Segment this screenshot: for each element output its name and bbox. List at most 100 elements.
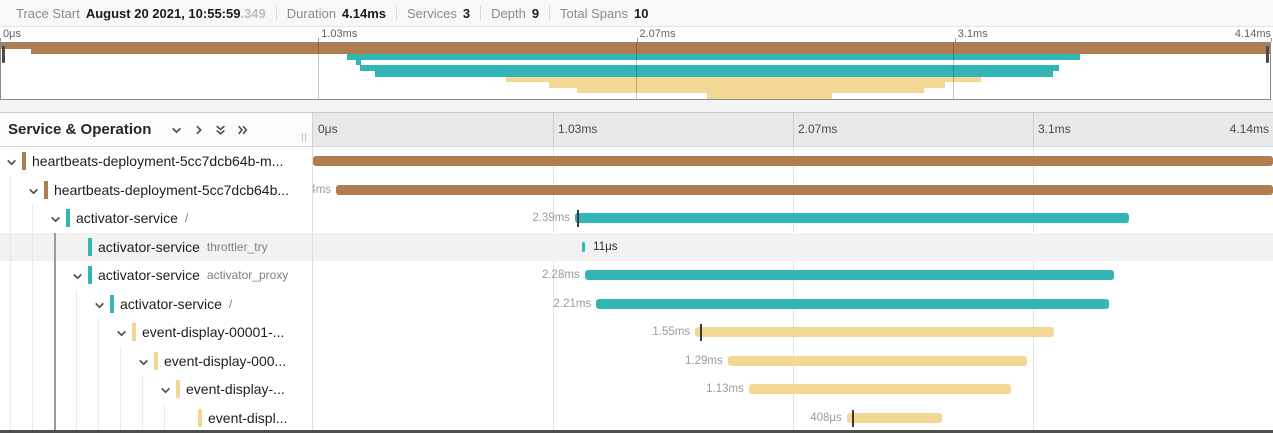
minimap-span xyxy=(360,65,1060,71)
span-name-cell[interactable]: activator-service / xyxy=(0,289,313,318)
span-name-cell[interactable]: activator-service throttler_try xyxy=(0,232,313,261)
span-bar[interactable] xyxy=(846,412,942,423)
expand-all-icon[interactable] xyxy=(231,119,253,141)
span-log-marker[interactable] xyxy=(699,324,702,341)
expand-one-icon[interactable] xyxy=(187,119,209,141)
row-chevron-down-icon[interactable] xyxy=(27,184,39,196)
minimap-right-scrub-handle[interactable] xyxy=(1266,46,1269,63)
span-bar[interactable] xyxy=(727,355,1028,366)
service-name[interactable]: activator-service xyxy=(98,238,200,255)
tree-guideline xyxy=(32,318,33,347)
row-chevron-down-icon[interactable] xyxy=(5,155,17,167)
span-row[interactable]: activator-service activator_proxy 2.28ms xyxy=(0,261,1273,290)
span-bar[interactable] xyxy=(584,270,1114,280)
timeline-header-gridline xyxy=(793,113,794,146)
summary-value: 3 xyxy=(462,5,471,21)
span-graph-cell[interactable]: 1.13ms xyxy=(313,375,1273,404)
service-name[interactable]: activator-service xyxy=(120,295,222,312)
timeline-ruler: 0μs 1.03ms 2.07ms 3.1ms 4.14ms xyxy=(313,113,1273,146)
service-name[interactable]: event-displ... xyxy=(208,409,288,426)
span-name-cell[interactable]: event-display-... xyxy=(0,375,313,404)
ruler-tick-mark xyxy=(954,38,956,42)
span-row[interactable]: activator-service / 2.21ms xyxy=(0,289,1273,319)
span-graph-cell[interactable]: 4ms xyxy=(313,176,1273,205)
summary-separator xyxy=(396,6,398,20)
summary-label: Trace Start xyxy=(16,5,80,21)
minimap-left-scrub-handle[interactable] xyxy=(2,46,5,63)
span-bar[interactable] xyxy=(575,213,1129,223)
span-graph-cell[interactable]: 2.39ms xyxy=(313,204,1273,233)
span-bar[interactable] xyxy=(313,156,1273,166)
span-log-marker[interactable] xyxy=(577,210,580,227)
span-graph-cell[interactable]: 408μs xyxy=(313,404,1273,433)
span-graph-cell[interactable]: 1.55ms xyxy=(313,318,1273,347)
span-duration-label: 4ms xyxy=(313,183,332,196)
minimap-span xyxy=(347,54,1080,60)
timeline-tick-label: 0μs xyxy=(318,122,338,136)
tree-guideline xyxy=(164,403,165,432)
span-name-cell[interactable]: event-display-00001-... xyxy=(0,318,313,347)
trace-minimap[interactable] xyxy=(0,42,1271,100)
row-chevron-down-icon[interactable] xyxy=(71,269,83,281)
span-name-cell[interactable]: event-display-000... xyxy=(0,346,313,375)
operation-name: throttler_try xyxy=(206,239,268,254)
row-chevron-down-icon[interactable] xyxy=(137,355,149,367)
span-row[interactable]: event-display-00001-... 1.55ms xyxy=(0,318,1273,347)
collapse-all-icon[interactable] xyxy=(209,119,231,141)
row-chevron-down-icon[interactable] xyxy=(115,326,127,338)
span-row[interactable]: heartbeats-deployment-5cc7dcb64b-m... xyxy=(0,147,1273,176)
span-name-cell[interactable]: activator-service / xyxy=(0,204,313,233)
span-name-cell[interactable]: event-displ... xyxy=(0,403,313,432)
service-color-indicator xyxy=(22,152,26,170)
summary-item-trace-start: Trace Start August 20 2021, 10:55:59.349 xyxy=(6,6,276,21)
span-name-cell[interactable]: heartbeats-deployment-5cc7dcb64b-m... xyxy=(0,147,313,176)
service-operation-title: Service & Operation xyxy=(8,121,152,138)
service-name[interactable]: event-display-00001-... xyxy=(142,324,285,341)
span-row[interactable]: activator-service / 2.39ms xyxy=(0,204,1273,233)
column-resizer-grip[interactable] xyxy=(302,133,306,142)
tree-guideline xyxy=(76,403,77,432)
tree-guideline xyxy=(32,375,33,404)
span-bar[interactable] xyxy=(695,327,1055,337)
span-bar[interactable] xyxy=(581,241,586,252)
tree-guideline xyxy=(76,318,77,347)
row-chevron-down-icon[interactable] xyxy=(93,298,105,310)
span-duration-label: 1.29ms xyxy=(685,354,723,367)
span-graph-cell[interactable] xyxy=(313,147,1273,176)
row-chevron-down-icon[interactable] xyxy=(49,212,61,224)
span-row[interactable]: event-displ... 408μs xyxy=(0,403,1273,433)
span-graph-cell[interactable]: 2.21ms xyxy=(313,290,1273,319)
span-graph-cell[interactable]: 2.28ms xyxy=(313,261,1273,290)
service-name[interactable]: event-display-000... xyxy=(164,352,287,369)
span-row[interactable]: activator-service throttler_try 11μs xyxy=(0,232,1273,262)
span-log-marker[interactable] xyxy=(851,409,854,427)
service-name[interactable]: activator-service xyxy=(98,267,200,284)
span-graph-cell[interactable]: 1.29ms xyxy=(313,347,1273,376)
service-name[interactable]: heartbeats-deployment-5cc7dcb64b... xyxy=(54,181,290,198)
service-name[interactable]: event-display-... xyxy=(186,381,285,398)
tree-guideline xyxy=(76,375,77,404)
span-row[interactable]: event-display-000... 1.29ms xyxy=(0,346,1273,376)
ruler-tick-label: 2.07ms xyxy=(639,28,676,40)
ruler-tick-label: 1.03ms xyxy=(321,28,358,40)
minimap-gridline xyxy=(952,43,954,99)
span-bar[interactable] xyxy=(336,184,1273,195)
tree-guideline xyxy=(76,289,77,318)
span-row[interactable]: heartbeats-deployment-5cc7dcb64b... 4ms xyxy=(0,175,1273,205)
span-bar[interactable] xyxy=(596,298,1109,309)
minimap-gridline xyxy=(318,43,320,99)
span-bar[interactable] xyxy=(748,384,1011,394)
tree-guideline xyxy=(142,403,143,432)
service-name[interactable]: activator-service xyxy=(76,210,178,227)
service-name[interactable]: heartbeats-deployment-5cc7dcb64b-m... xyxy=(32,153,284,170)
row-chevron-down-icon[interactable] xyxy=(159,383,171,395)
summary-separator xyxy=(480,6,482,20)
tree-guideline xyxy=(54,289,56,318)
span-row[interactable]: event-display-... 1.13ms xyxy=(0,375,1273,404)
span-name-cell[interactable]: heartbeats-deployment-5cc7dcb64b... xyxy=(0,175,313,204)
collapse-one-icon[interactable] xyxy=(165,119,187,141)
span-graph-cell[interactable]: 11μs xyxy=(313,233,1273,262)
span-name-cell[interactable]: activator-service activator_proxy xyxy=(0,261,313,290)
span-duration-label: 1.55ms xyxy=(652,326,691,338)
summary-separator xyxy=(275,6,277,20)
